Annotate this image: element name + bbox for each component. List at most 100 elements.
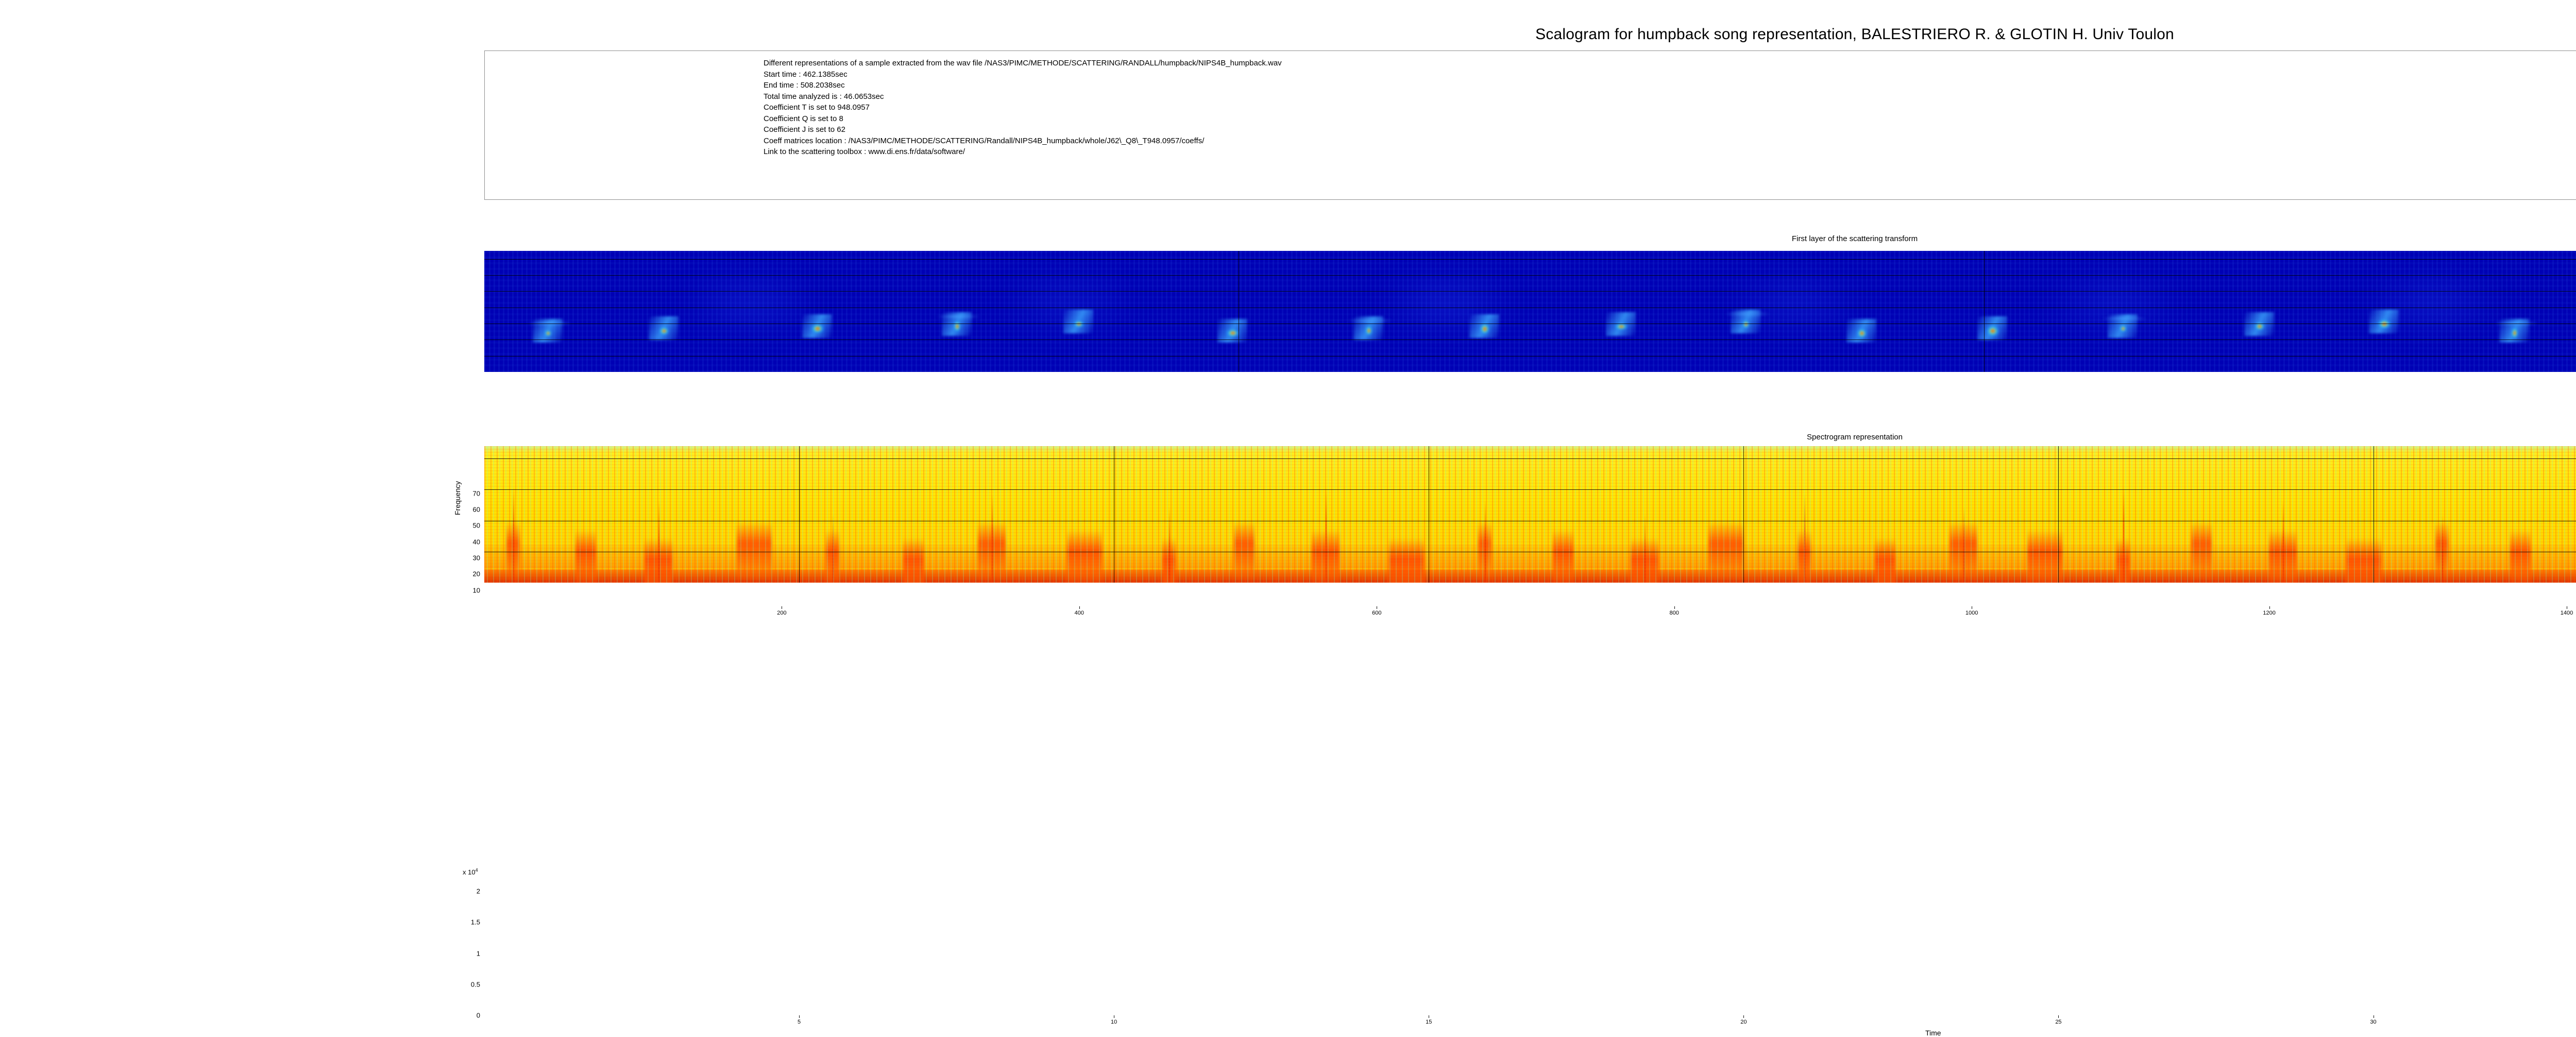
scalogram-streak xyxy=(2494,321,2538,325)
info-line-wavfile: Different representations of a sample ex… xyxy=(764,59,1282,67)
scalogram-chirp-event xyxy=(2254,322,2265,331)
spectrogram-vertical-gridline xyxy=(799,446,800,583)
spectrogram-x-tick-label: 20 xyxy=(1740,1019,1747,1025)
spectrogram-band xyxy=(484,446,2576,453)
spectrogram-y-axis-label: Frequency xyxy=(453,481,462,515)
spectrogram-x-tick-label: 30 xyxy=(2370,1019,2377,1025)
scalogram-chirp-event xyxy=(811,324,825,334)
spectrogram-gridline xyxy=(484,489,2576,490)
spectrogram-x-tick xyxy=(2058,1015,2059,1018)
spectrogram-vertical-gridline xyxy=(1743,446,1744,583)
scalogram-chirp-event xyxy=(2119,325,2127,333)
info-panel: Different representations of a sample ex… xyxy=(484,50,2576,200)
spectrogram-call-pulse xyxy=(903,537,924,583)
info-panel-left-rule xyxy=(484,50,485,200)
spectrogram-gridline xyxy=(484,458,2576,460)
spectrogram-y-multiplier-text: x 10 xyxy=(463,868,476,876)
scalogram-x-tick-label: 1200 xyxy=(2263,610,2276,616)
scalogram-plot-area xyxy=(484,251,2576,372)
scalogram-y-tick-label: 40 xyxy=(472,538,480,546)
spectrogram-title: Spectrogram representation xyxy=(1807,433,1903,441)
spectrogram-x-tick-label: 5 xyxy=(798,1019,801,1025)
scalogram-chirp-event xyxy=(953,320,961,333)
spectrogram-y-multiplier: x 104 xyxy=(463,868,478,876)
scalogram-chirp-event xyxy=(544,329,552,337)
spectrogram-transient-line xyxy=(1325,487,1327,583)
scalogram-x-tick xyxy=(2269,606,2270,609)
spectrogram-transient-line xyxy=(513,487,515,583)
scalogram-x-tick xyxy=(1079,606,1080,609)
scalogram-gridline xyxy=(484,339,2576,341)
spectrogram-transient-line xyxy=(1963,507,1965,583)
spectrogram-call-pulse xyxy=(1067,529,1103,583)
scalogram-streak xyxy=(1348,319,1393,322)
spectrogram-band xyxy=(484,503,2576,545)
scalogram-y-tick-label: 10 xyxy=(472,586,480,594)
info-line-start-time: Start time : 462.1385sec xyxy=(764,70,848,79)
info-text-block: Different representations of a sample ex… xyxy=(764,58,1282,158)
scalogram-streak xyxy=(2102,317,2147,320)
spectrogram-y-tick-label: 1.5 xyxy=(470,918,480,926)
spectrogram-plot-area xyxy=(484,446,2576,583)
spectrogram-band xyxy=(484,544,2576,569)
scalogram-chirp-event xyxy=(2511,327,2518,339)
scalogram-y-tick-label: 20 xyxy=(472,570,480,578)
spectrogram-transient-line xyxy=(1168,507,1170,583)
scalogram-gridline xyxy=(484,275,2576,276)
spectrogram-call-pulse xyxy=(2510,529,2531,583)
spectrogram-x-axis-label: Time xyxy=(1925,1029,1941,1037)
spectrogram-x-tick xyxy=(799,1015,800,1018)
scalogram-x-tick xyxy=(1674,606,1675,609)
spectrogram-panel: Spectrogram representation x 104 Frequen… xyxy=(0,433,2576,1037)
scalogram-chirp-event xyxy=(1226,329,1240,338)
scalogram-chirp-event xyxy=(1074,320,1084,328)
spectrogram-call-pulse xyxy=(2346,537,2382,583)
spectrogram-x-tick-label: 15 xyxy=(1426,1019,1432,1025)
scalogram-chirp-event xyxy=(2377,319,2391,330)
spectrogram-x-tick xyxy=(1743,1015,1744,1018)
spectrogram-call-pulse xyxy=(575,529,597,583)
info-panel-top-rule xyxy=(484,50,2576,51)
scalogram-gridline xyxy=(484,291,2576,292)
info-line-coeff-q: Coefficient Q is set to 8 xyxy=(764,114,843,123)
scalogram-x-tick-label: 1000 xyxy=(1965,610,1978,616)
spectrogram-call-pulse xyxy=(1875,537,1896,583)
info-panel-bottom-rule xyxy=(484,199,2576,200)
scalogram-x-tick-label: 200 xyxy=(777,610,787,616)
scalogram-y-tick-label: 30 xyxy=(472,554,480,562)
spectrogram-transient-line xyxy=(658,501,659,583)
scalogram-panel: First layer of the scattering transform … xyxy=(0,234,2576,616)
spectrogram-transient-line xyxy=(1485,501,1486,583)
page-title: Scalogram for humpback song representati… xyxy=(1535,26,2174,43)
scalogram-y-tick-label: 60 xyxy=(472,505,480,514)
scalogram-x-tick-label: 600 xyxy=(1372,610,1382,616)
scalogram-x-tick-label: 800 xyxy=(1669,610,1679,616)
scalogram-streak xyxy=(1725,313,1770,316)
scalogram-y-tick-label: 70 xyxy=(472,489,480,498)
scalogram-gridline xyxy=(484,259,2576,260)
spectrogram-y-tick-label: 0 xyxy=(476,1011,480,1019)
info-line-end-time: End time : 508.2038sec xyxy=(764,81,845,90)
scalogram-chirp-event xyxy=(1742,319,1750,329)
scalogram-vertical-separator xyxy=(1984,251,1985,372)
scalogram-chirp-event xyxy=(659,326,670,335)
info-line-coeff-j: Coefficient J is set to 62 xyxy=(764,125,845,134)
scalogram-chirp-event xyxy=(1614,322,1628,330)
spectrogram-x-tick-label: 25 xyxy=(2055,1019,2062,1025)
spectrogram-call-pulse xyxy=(1553,529,1574,583)
spectrogram-y-tick-label: 2 xyxy=(476,887,480,895)
info-line-total-time: Total time analyzed is : 46.0653sec xyxy=(764,92,884,101)
info-line-coeff-location: Coeff matrices location : /NAS3/PIMC/MET… xyxy=(764,136,1205,145)
scalogram-title: First layer of the scattering transform xyxy=(1791,234,1918,243)
spectrogram-transient-line xyxy=(992,494,993,583)
spectrogram-y-tick-label: 1 xyxy=(476,949,480,958)
scalogram-chirp-event xyxy=(1365,326,1373,336)
spectrogram-y-exponent: 4 xyxy=(475,868,478,873)
spectrogram-x-tick-label: 10 xyxy=(1111,1019,1117,1025)
spectrogram-transient-line xyxy=(1804,494,1805,583)
spectrogram-y-tick-label: 0.5 xyxy=(470,980,480,989)
scalogram-haze xyxy=(678,270,823,337)
scalogram-streak xyxy=(936,315,981,318)
spectrogram-transient-line xyxy=(2123,487,2124,583)
spectrogram-band xyxy=(484,569,2576,583)
